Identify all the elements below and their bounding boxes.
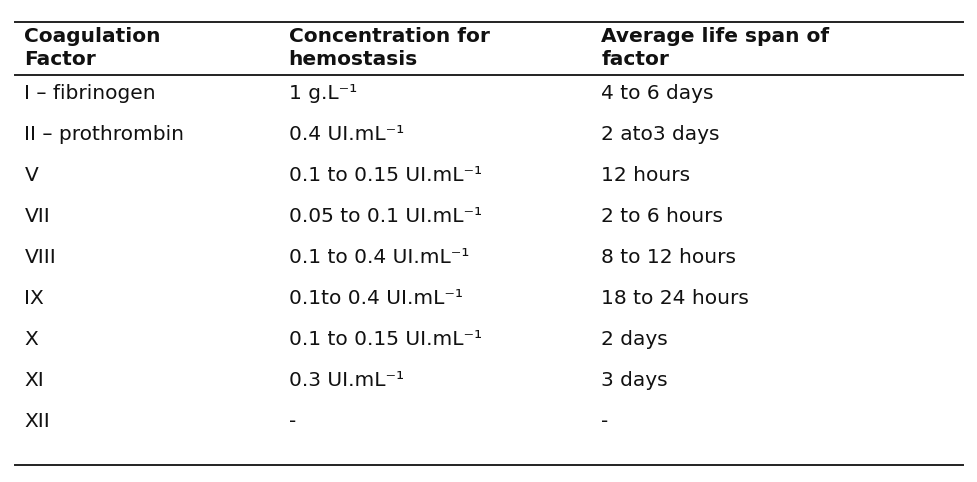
Text: 0.3 UI.mL⁻¹: 0.3 UI.mL⁻¹ [288, 371, 404, 390]
Text: X: X [24, 330, 38, 349]
Text: VIII: VIII [24, 248, 56, 268]
Text: Concentration for
hemostasis: Concentration for hemostasis [288, 27, 488, 69]
Text: 2 to 6 hours: 2 to 6 hours [601, 207, 723, 227]
Text: 18 to 24 hours: 18 to 24 hours [601, 289, 748, 308]
Text: -: - [601, 412, 608, 431]
Text: 2 ato3 days: 2 ato3 days [601, 125, 719, 145]
Text: VII: VII [24, 207, 50, 227]
Text: 0.1 to 0.4 UI.mL⁻¹: 0.1 to 0.4 UI.mL⁻¹ [288, 248, 468, 268]
Text: 0.1 to 0.15 UI.mL⁻¹: 0.1 to 0.15 UI.mL⁻¹ [288, 166, 481, 186]
Text: 0.1 to 0.15 UI.mL⁻¹: 0.1 to 0.15 UI.mL⁻¹ [288, 330, 481, 349]
Text: 2 days: 2 days [601, 330, 667, 349]
Text: 1 g.L⁻¹: 1 g.L⁻¹ [288, 84, 357, 104]
Text: Coagulation
Factor: Coagulation Factor [24, 27, 161, 69]
Text: 0.4 UI.mL⁻¹: 0.4 UI.mL⁻¹ [288, 125, 404, 145]
Text: -: - [288, 412, 295, 431]
Text: XI: XI [24, 371, 44, 390]
Text: 12 hours: 12 hours [601, 166, 690, 186]
Text: 3 days: 3 days [601, 371, 667, 390]
Text: XII: XII [24, 412, 50, 431]
Text: IX: IX [24, 289, 44, 308]
Text: Average life span of
factor: Average life span of factor [601, 27, 828, 69]
Text: V: V [24, 166, 38, 186]
Text: I – fibrinogen: I – fibrinogen [24, 84, 156, 104]
Text: 0.05 to 0.1 UI.mL⁻¹: 0.05 to 0.1 UI.mL⁻¹ [288, 207, 481, 227]
Text: 4 to 6 days: 4 to 6 days [601, 84, 713, 104]
Text: 0.1to 0.4 UI.mL⁻¹: 0.1to 0.4 UI.mL⁻¹ [288, 289, 462, 308]
Text: II – prothrombin: II – prothrombin [24, 125, 185, 145]
Text: 8 to 12 hours: 8 to 12 hours [601, 248, 736, 268]
